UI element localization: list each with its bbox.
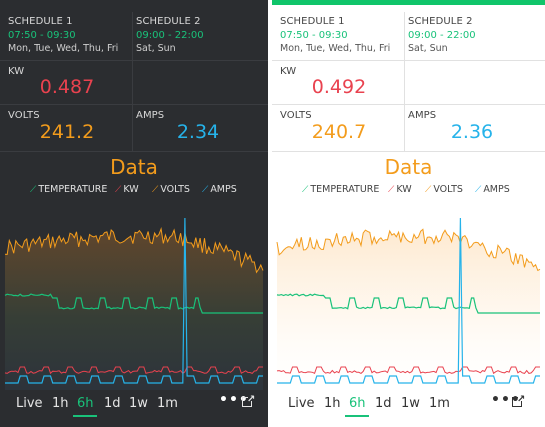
active-range-indicator	[345, 415, 369, 417]
range-1h-button[interactable]: 1h	[324, 396, 341, 411]
volts-label: VOLTS	[8, 110, 40, 121]
kw-value: 0.487	[39, 76, 95, 98]
schedule-2-widget[interactable]: SCHEDULE 2 09:00 - 22:00 Sat, Sun	[403, 6, 541, 58]
legend-temperature[interactable]: ⟋ TEMPERATURE	[302, 184, 380, 195]
open-external-icon[interactable]	[242, 395, 254, 407]
amps-label: AMPS	[408, 110, 437, 121]
data-chart[interactable]	[272, 200, 545, 390]
kw-series-line	[4, 366, 263, 375]
volts-area	[277, 229, 540, 390]
schedule-1-label: SCHEDULE 1	[8, 16, 73, 27]
divider	[404, 12, 405, 152]
temperature-series-line	[4, 293, 263, 314]
range-live-button[interactable]: Live	[16, 396, 43, 411]
divider	[0, 60, 268, 61]
arrow-icon: ↗	[517, 394, 526, 405]
volts-label: VOLTS	[280, 110, 312, 121]
legend-volts[interactable]: ⟋ VOLTS	[425, 184, 463, 195]
schedule-1-label: SCHEDULE 1	[280, 16, 345, 27]
schedule-2-days: Sat, Sun	[136, 43, 176, 54]
legend-kw[interactable]: ⟋ KW	[115, 184, 139, 195]
range-1w-button[interactable]: 1w	[129, 396, 148, 411]
volts-widget[interactable]: VOLTS 241.2	[3, 100, 131, 150]
kw-widget[interactable]: KW 0.487	[3, 56, 131, 102]
more-icon[interactable]: •••	[219, 392, 249, 408]
dark-dashboard-panel: SCHEDULE 1 07:50 - 09:30 Mon, Tue, Wed, …	[0, 0, 268, 427]
amps-value: 2.36	[450, 121, 494, 143]
schedule-1-widget[interactable]: SCHEDULE 1 07:50 - 09:30 Mon, Tue, Wed, …	[3, 6, 131, 58]
amps-widget[interactable]: AMPS 2.34	[131, 100, 265, 150]
divider	[0, 104, 268, 105]
amps-widget[interactable]: AMPS 2.36	[403, 100, 541, 150]
schedule-1-time: 07:50 - 09:30	[280, 30, 348, 41]
schedule-1-days: Mon, Tue, Wed, Thu, Fri	[8, 43, 119, 54]
schedule-1-widget[interactable]: SCHEDULE 1 07:50 - 09:30 Mon, Tue, Wed, …	[275, 6, 403, 58]
volts-value: 241.2	[39, 121, 95, 143]
chart-title: Data	[110, 155, 158, 179]
schedule-2-label: SCHEDULE 2	[408, 16, 473, 27]
range-1d-button[interactable]: 1d	[375, 396, 392, 411]
kw-value: 0.492	[311, 76, 367, 98]
range-1m-button[interactable]: 1m	[157, 396, 178, 411]
range-6h-button[interactable]: 6h	[77, 396, 94, 411]
kw-series-line	[276, 366, 540, 375]
divider	[272, 151, 545, 152]
panel-divider	[268, 0, 272, 427]
schedule-1-time: 07:50 - 09:30	[8, 30, 76, 41]
legend-marker-icon: ⟋	[115, 185, 122, 195]
legend-volts[interactable]: ⟋ VOLTS	[152, 184, 190, 195]
arrow-icon: ↗	[247, 394, 256, 405]
range-1d-button[interactable]: 1d	[104, 396, 121, 411]
range-1w-button[interactable]: 1w	[401, 396, 420, 411]
schedule-2-time: 09:00 - 22:00	[408, 30, 476, 41]
top-bar	[0, 0, 268, 5]
legend-amps[interactable]: ⟋ AMPS	[475, 184, 510, 195]
kw-label: KW	[280, 66, 297, 77]
legend-marker-icon: ⟋	[30, 185, 37, 195]
legend-amps[interactable]: ⟋ AMPS	[202, 184, 237, 195]
schedule-2-widget[interactable]: SCHEDULE 2 09:00 - 22:00 Sat, Sun	[131, 6, 265, 58]
amps-series-line	[277, 217, 540, 384]
volts-series-line	[4, 226, 264, 274]
range-live-button[interactable]: Live	[288, 396, 315, 411]
range-1m-button[interactable]: 1m	[429, 396, 450, 411]
temperature-series-line	[276, 293, 540, 314]
top-bar	[272, 0, 545, 5]
legend-marker-icon: ⟋	[475, 185, 482, 195]
schedule-2-days: Sat, Sun	[408, 43, 448, 54]
amps-value: 2.34	[176, 121, 220, 143]
time-range-selector: Live 1h 6h 1d 1w 1m ••• ↗	[0, 392, 268, 420]
divider	[272, 60, 545, 61]
kw-widget[interactable]: KW 0.492	[275, 56, 403, 102]
chart-title: Data	[384, 155, 433, 179]
legend-temperature[interactable]: ⟋ TEMPERATURE	[30, 184, 108, 195]
divider	[0, 151, 268, 152]
divider	[132, 12, 133, 152]
volts-series-line	[276, 228, 541, 272]
volts-widget[interactable]: VOLTS 240.7	[275, 100, 403, 150]
schedule-1-days: Mon, Tue, Wed, Thu, Fri	[280, 43, 391, 54]
volts-area	[5, 228, 263, 390]
legend-marker-icon: ⟋	[152, 185, 159, 195]
schedule-2-time: 09:00 - 22:00	[136, 30, 204, 41]
active-range-indicator	[73, 415, 97, 417]
volts-value: 240.7	[311, 121, 367, 143]
kw-label: KW	[8, 66, 25, 77]
legend-marker-icon: ⟋	[302, 185, 309, 195]
legend-marker-icon: ⟋	[425, 185, 432, 195]
time-range-selector: Live 1h 6h 1d 1w 1m ••• ↗	[272, 392, 545, 420]
amps-label: AMPS	[136, 110, 165, 121]
range-6h-button[interactable]: 6h	[349, 396, 366, 411]
range-1h-button[interactable]: 1h	[52, 396, 69, 411]
schedule-2-label: SCHEDULE 2	[136, 16, 201, 27]
legend-kw[interactable]: ⟋ KW	[388, 184, 412, 195]
legend-marker-icon: ⟋	[388, 185, 395, 195]
divider	[272, 104, 545, 105]
light-dashboard-panel: SCHEDULE 1 07:50 - 09:30 Mon, Tue, Wed, …	[272, 0, 545, 427]
amps-series-line	[5, 217, 263, 384]
legend-marker-icon: ⟋	[202, 185, 209, 195]
open-external-icon[interactable]	[512, 395, 524, 407]
data-chart[interactable]	[0, 200, 268, 390]
